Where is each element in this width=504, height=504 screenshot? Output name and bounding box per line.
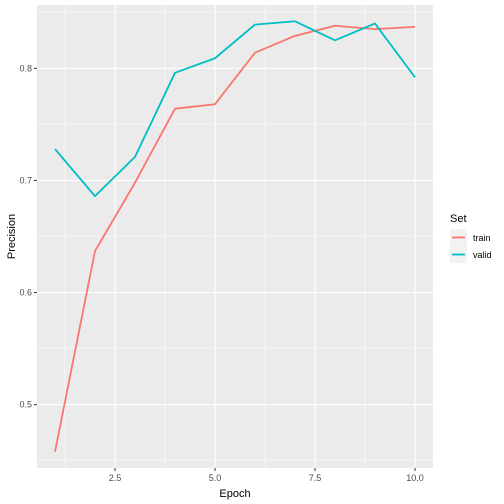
legend-title: Set [450, 213, 467, 225]
y-tick-label: 0.8 [19, 63, 32, 73]
x-tick-label: 5.0 [209, 473, 222, 483]
x-tick-label: 7.5 [309, 473, 322, 483]
y-axis: 0.5 0.6 0.7 0.8 [19, 63, 37, 410]
series-line-train [54, 24, 416, 452]
x-tick-label: 2.5 [109, 473, 122, 483]
x-axis: 2.5 5.0 7.5 10.0 [109, 468, 424, 483]
series-layer [54, 20, 416, 452]
legend-label-valid: valid [473, 250, 492, 260]
x-axis-title: Epoch [219, 488, 250, 500]
y-tick-label: 0.7 [19, 175, 32, 185]
x-tick-label: 10.0 [406, 473, 424, 483]
grid-minor [37, 5, 433, 468]
legend: Set train valid [450, 213, 492, 263]
grid-major [37, 5, 433, 468]
y-axis-title: Precision [6, 214, 18, 259]
legend-label-train: train [473, 233, 491, 243]
y-tick-label: 0.6 [19, 288, 32, 298]
y-tick-label: 0.5 [19, 400, 32, 410]
series-line-valid [54, 20, 416, 198]
